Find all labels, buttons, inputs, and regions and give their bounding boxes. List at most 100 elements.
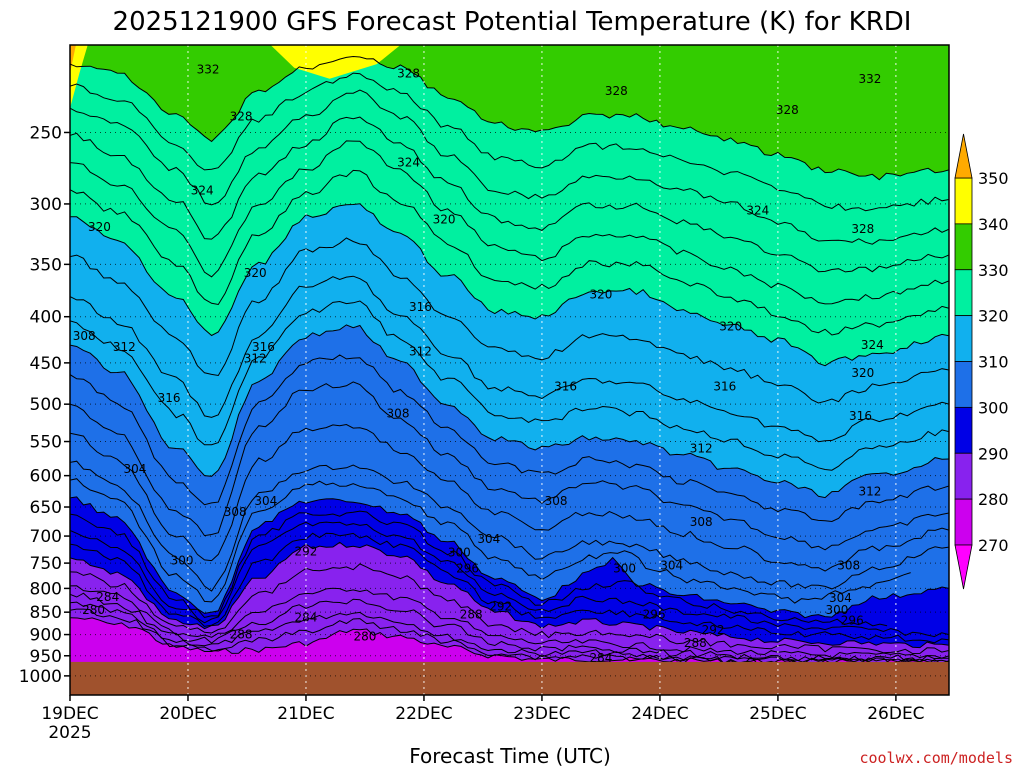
legend-swatch	[954, 498, 973, 546]
isentrope-324	[70, 140, 949, 305]
x-axis: 2025 19DEC 20DEC 21DEC 22DEC 23DEC 24DEC 25DEC…	[41, 695, 925, 743]
legend-swatch	[954, 269, 973, 317]
contour-label: 316	[849, 409, 872, 423]
isentrope-328	[70, 89, 949, 245]
x-tick-label: 25DEC	[749, 704, 806, 724]
legend-swatch	[954, 315, 973, 362]
contour-label: 328	[851, 222, 874, 236]
contour-label: 304	[660, 559, 683, 573]
isentrope-326	[70, 116, 949, 273]
contour-label: 288	[684, 636, 707, 650]
contour-label: 324	[191, 184, 214, 198]
legend-label: 300	[978, 398, 1009, 417]
isentrope-308	[70, 381, 949, 551]
contour-label: 328	[776, 103, 799, 117]
contour-label: 284	[295, 611, 318, 625]
x-tick-label: 24DEC	[631, 704, 688, 724]
contour-label: 292	[702, 623, 725, 637]
x-tick-label: 19DEC	[41, 704, 98, 724]
y-axis: 250 300 350 400 450 500 550 600 650 700 750 800 850 9…	[19, 123, 70, 687]
isentrope-298	[70, 510, 888, 627]
fill-band-332	[70, 45, 949, 180]
fill-pocket-1	[70, 45, 76, 74]
isentrope-312	[70, 324, 949, 499]
contour-label: 316	[158, 391, 181, 405]
isentrope-284	[70, 601, 949, 664]
y-tick-label: 350	[30, 255, 62, 275]
isentrope-300	[70, 496, 949, 619]
fill-pocket-3	[311, 45, 354, 59]
contour-label: 328	[397, 66, 420, 80]
y-tick-label: 300	[30, 195, 62, 215]
legend-label: 350	[978, 169, 1009, 188]
y-tick-label: 700	[30, 527, 62, 547]
isentrope-290	[70, 563, 949, 655]
contour-label: 308	[690, 515, 713, 529]
isentrope-304	[70, 460, 949, 592]
contour-label: 320	[589, 288, 612, 302]
contour-label: 324	[397, 156, 420, 170]
x-tick-year-label: 2025	[48, 723, 91, 743]
fill-pocket-2	[270, 45, 401, 79]
contour-label: 280	[82, 603, 105, 617]
fill-pocket-0	[70, 45, 88, 109]
contour-label: 304	[829, 591, 852, 605]
y-tick-label: 1000	[19, 667, 62, 687]
legend-swatch	[954, 223, 973, 271]
contour-label: 328	[230, 109, 253, 123]
contour-label: 316	[713, 380, 736, 394]
isentrope-322	[70, 169, 949, 336]
legend-arrow-top	[954, 133, 973, 179]
y-tick-label: 550	[30, 433, 62, 453]
contour-label: 304	[123, 462, 146, 476]
contour-label: 312	[113, 340, 136, 354]
color-fill-layer	[70, 45, 949, 695]
chart-title: 2025121900 GFS Forecast Potential Temper…	[113, 7, 912, 37]
x-axis-label: Forecast Time (UTC)	[409, 744, 611, 768]
contour-label: 300	[613, 561, 636, 575]
isentrope-320	[70, 203, 949, 367]
isentrope-306	[70, 423, 949, 572]
plot-area: 332 328 328 328 332 328 324 324 320 320 324 328 320 3…	[70, 45, 949, 695]
isentrope-332	[70, 55, 949, 181]
terrain-surface	[70, 661, 949, 695]
isentrope-288	[70, 585, 949, 659]
color-legend: 350 340 330 320 310 300 290 280 270	[954, 133, 1009, 590]
contour-label: 328	[605, 84, 628, 98]
x-tick-label: 20DEC	[159, 704, 216, 724]
legend-swatch	[954, 361, 973, 408]
contour-label: 332	[858, 72, 881, 86]
legend-label: 280	[978, 490, 1009, 509]
contour-label: 312	[409, 344, 432, 358]
legend-label: 310	[978, 353, 1009, 372]
isentrope-286	[70, 592, 949, 663]
legend-label: 270	[978, 536, 1009, 555]
isentrope-296	[70, 521, 949, 638]
legend-label: 330	[978, 261, 1009, 280]
isentrope-316	[70, 275, 949, 443]
contour-label: 316	[409, 300, 432, 314]
contour-label: 320	[88, 220, 111, 234]
y-tick-label: 400	[30, 308, 62, 328]
isentrope-294	[70, 532, 949, 644]
contour-label: 292	[489, 600, 512, 614]
isentrope-292	[70, 541, 949, 649]
contour-label: 296	[643, 607, 666, 621]
contour-label: 320	[719, 319, 742, 333]
isentrope-330	[70, 72, 949, 212]
y-tick-label: 450	[30, 354, 62, 374]
contour-label: 312	[244, 351, 267, 365]
contour-label: 312	[858, 485, 881, 499]
contour-label: 308	[387, 406, 410, 420]
contour-label: 296	[456, 561, 479, 575]
y-tick-label: 950	[30, 647, 62, 667]
contour-label: 304	[477, 532, 500, 546]
isentrope-310	[70, 354, 949, 523]
contour-label: 284	[96, 590, 119, 604]
y-tick-label: 800	[30, 579, 62, 599]
y-tick-label: 750	[30, 554, 62, 574]
y-tick-label: 600	[30, 467, 62, 487]
contour-label: 308	[545, 494, 568, 508]
legend-label: 290	[978, 444, 1009, 463]
credit-text: coolwx.com/models	[859, 749, 1013, 767]
